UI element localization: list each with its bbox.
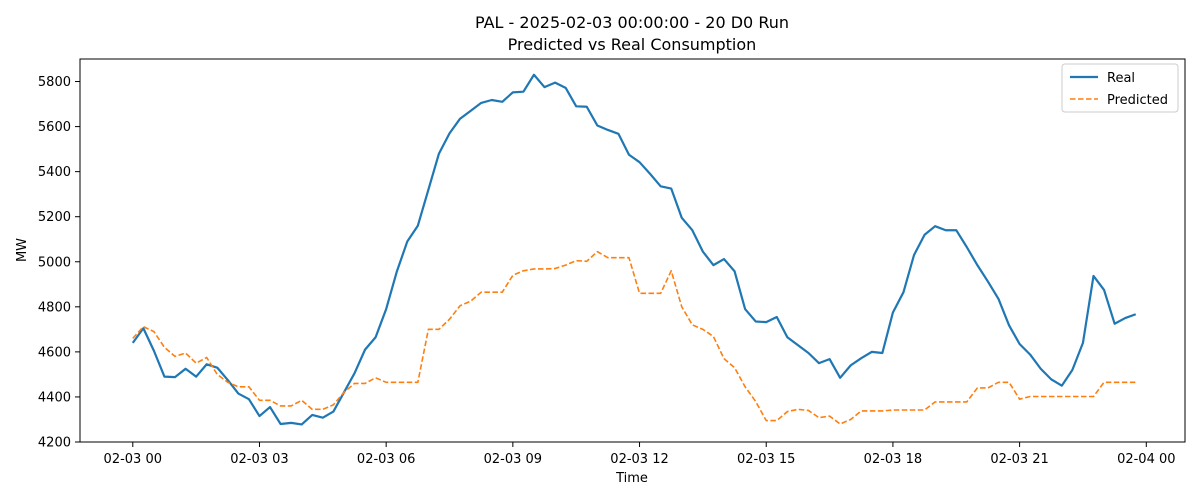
- x-tick-label: 02-03 15: [737, 452, 795, 467]
- x-axis-label: Time: [615, 471, 648, 486]
- y-tick-label: 5200: [38, 210, 71, 225]
- y-tick-label: 5800: [38, 75, 71, 90]
- chart-subtitle: Predicted vs Real Consumption: [508, 35, 757, 54]
- y-axis: 4200 4400 4600 4800 5000 5200 5400 5600 5800: [38, 75, 80, 451]
- x-tick-label: 02-03 12: [610, 452, 668, 467]
- x-tick-label: 02-04 00: [1117, 452, 1175, 467]
- legend-label-predicted: Predicted: [1107, 93, 1168, 108]
- x-tick-label: 02-03 09: [484, 452, 542, 467]
- x-tick-label: 02-03 03: [230, 452, 288, 467]
- series-line-predicted: [132, 250, 1136, 425]
- x-tick-label: 02-03 21: [990, 452, 1048, 467]
- legend: Real Predicted: [1061, 63, 1179, 113]
- x-tick-label: 02-03 18: [864, 452, 922, 467]
- x-axis: 02-03 00 02-03 03 02-03 06 02-03 09 02-03 12…: [104, 442, 1176, 467]
- series-line-real: [131, 73, 1137, 426]
- y-tick-label: 4800: [38, 300, 71, 315]
- series-layer: [131, 73, 1137, 426]
- plot-area: [79, 58, 1186, 443]
- legend-label-real: Real: [1107, 71, 1135, 86]
- y-tick-label: 4600: [38, 345, 71, 360]
- y-tick-label: 4400: [38, 390, 71, 405]
- y-tick-label: 5000: [38, 255, 71, 270]
- chart-title: PAL - 2025-02-03 00:00:00 - 20 D0 Run: [475, 13, 789, 32]
- y-tick-label: 4200: [38, 436, 71, 451]
- x-tick-label: 02-03 06: [357, 452, 415, 467]
- y-tick-label: 5600: [38, 120, 71, 135]
- y-axis-label: MW: [15, 238, 30, 262]
- y-tick-label: 5400: [38, 165, 71, 180]
- x-tick-label: 02-03 00: [104, 452, 162, 467]
